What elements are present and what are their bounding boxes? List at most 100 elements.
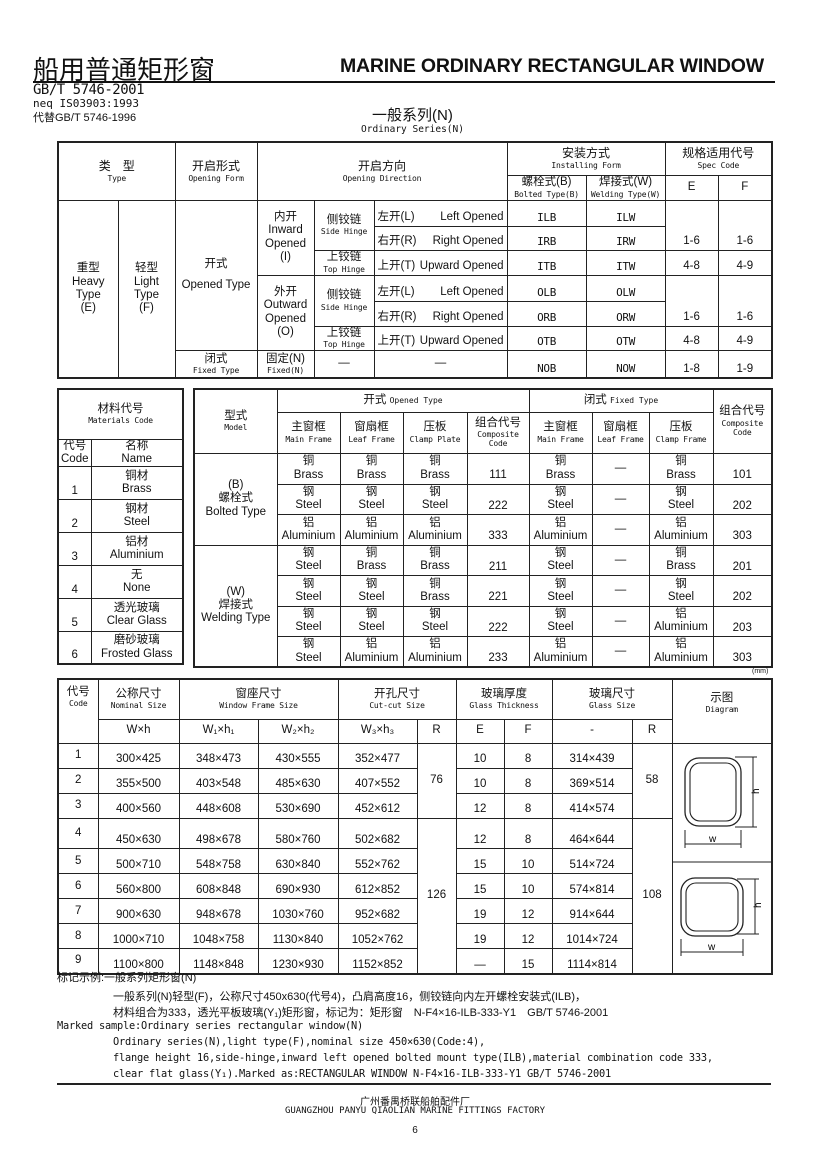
thickness-f: 8 (503, 817, 553, 850)
label-en: None (123, 581, 151, 594)
label-en: Steel (123, 515, 150, 528)
subheader: R (631, 718, 673, 744)
spec-e: 1-8 (664, 349, 719, 379)
material-cell: 钢 Steel (339, 575, 404, 607)
label-en: Brass (420, 560, 450, 573)
label-cn: 铜 (675, 455, 687, 468)
thickness-f: 10 (503, 873, 553, 900)
size-row: 4 450×630 498×678 580×760 502×682 126 12 8 464×6… (57, 817, 772, 975)
size-row: 3 400×560 448×608 530×690 452×612 12 8 414×574 (57, 792, 772, 819)
outward-opened: 外开 Outward Opened (O) (256, 274, 315, 351)
fixed-n: 固定(N) Fixed(N) (256, 349, 315, 379)
label-en: Aluminium (654, 529, 708, 542)
material-cell: 铝 Aluminium (528, 514, 593, 546)
col-opened: 开式 Opened Type (276, 388, 530, 413)
glass-r: 108 (631, 817, 673, 975)
label-cn: 铝 (554, 638, 567, 651)
label-en: Brass (293, 468, 324, 481)
thickness-e: 12 (455, 817, 505, 850)
material-cell: 铝 Aluminium (402, 636, 468, 668)
glass-size: 1014×724 (551, 923, 633, 950)
bolted-code: IRB (506, 225, 587, 251)
label-cn: 透光玻璃 (113, 601, 160, 614)
label-cn: 铜 (554, 455, 567, 468)
composite-code: 233 (466, 636, 530, 668)
label-en: Main Frame (285, 434, 332, 444)
label-en: Steel (295, 499, 322, 512)
label-cn: 铜 (429, 577, 441, 590)
size-f1: 608×848 (178, 873, 259, 900)
label-cn: 铝 (429, 638, 441, 651)
label-cn: 钢 (554, 486, 567, 499)
code: 6 (57, 873, 99, 900)
col-opened-1: 窗扇框 Leaf Frame (339, 411, 404, 454)
code: 7 (57, 898, 99, 925)
top-hinge: 上铰链 Top Hinge (313, 249, 375, 276)
material-cell: 铝 Aluminium (528, 636, 593, 668)
col-opened-0: 主窗框 Main Frame (276, 411, 341, 454)
dash: — (313, 349, 375, 379)
subheader: W₁×h₁ (178, 718, 259, 744)
size-f2: 530×690 (257, 792, 339, 819)
unit-label: (mm) (752, 668, 769, 675)
spec-e: 4-8 (664, 249, 719, 276)
model-label: Welding Type (201, 612, 271, 625)
material-cell: 铜 Brass (402, 452, 468, 485)
col-welding: 焊接式(W) Welding Type(W) (585, 174, 666, 201)
label-en: Steel (547, 590, 574, 603)
label-en: Steel (358, 621, 385, 634)
size-row: 8 1000×710 1048×758 1130×840 1052×762 19 12 101… (57, 923, 772, 950)
col-model: 型式 Model (193, 388, 278, 454)
dash: — (591, 575, 650, 607)
label-cn: 铝 (675, 516, 687, 529)
label-en: Aluminium (344, 651, 399, 664)
label-cn: 钢材 (125, 502, 149, 515)
materials-table: 材料代号 Materials Code 代号 Code 名称 Name 1 铜材 Bras… (57, 388, 185, 666)
col-thickness: 玻璃厚度 Glass Thickness (455, 678, 553, 720)
model-label: (W) (226, 585, 245, 598)
model-label: 螺栓式 (218, 492, 254, 505)
col-code: 代号 Code (57, 678, 99, 744)
size-f1: 1048×758 (178, 923, 259, 950)
material-cell: 钢 Steel (528, 605, 593, 637)
label-en: Steel (421, 621, 449, 634)
direction-cell: 上开(T) Upward Opened (373, 249, 508, 276)
col-nominal: 公称尺寸 Nominal Size (97, 678, 180, 720)
label-cn: 窗扇框 (603, 421, 638, 434)
label-en: Brass (356, 560, 387, 573)
col-fixed: 闭式 Fixed Type (528, 388, 714, 413)
sample-title-cn: 标记示例:一般系列矩形窗(N) (57, 972, 197, 984)
composition-row: 钢 Steel 铝 Aluminium 铝 Aluminium 233 铝 Aluminium —… (194, 636, 773, 668)
col-glass: 玻璃尺寸 Glass Size (551, 678, 673, 720)
code: 8 (57, 923, 99, 950)
col-opened-2: 压板 Clamp Plate (402, 411, 468, 454)
composite-code: 333 (466, 514, 530, 546)
material-cell: 铜 Brass (402, 544, 468, 576)
label-cn: 钢 (675, 577, 687, 590)
inward-opened: 内开 Inward Opened (I) (256, 199, 315, 276)
dash: — (591, 605, 650, 637)
bolted-code: OLB (506, 274, 587, 302)
thickness-e: 10 (455, 742, 505, 769)
size-nom: 500×710 (97, 848, 180, 875)
code: 4 (57, 817, 99, 850)
neq-standard: neq IS03903:1993 (33, 97, 139, 110)
material-code: 4 (57, 564, 92, 599)
diagram-landscape (679, 876, 759, 956)
material-cell: 铜 Brass (648, 544, 714, 576)
composition-table: 型式 Model 开式 Opened Type 闭式 Fixed Type 组合代… (193, 388, 773, 668)
composite-code: 303 (712, 636, 773, 668)
size-cut: 952×682 (337, 898, 418, 925)
subheader: R (416, 718, 457, 744)
label-en: Brass (545, 468, 576, 481)
label-en: Aluminium (408, 529, 462, 542)
code: 5 (57, 848, 99, 875)
sample-line-en-3: clear flat glass(Y₁).Marked as:RECTANGUL… (113, 1068, 611, 1080)
side-hinge: 侧铰链 Side Hinge (313, 274, 375, 327)
label-en: Aluminium (654, 621, 708, 634)
label-cn: 钢 (365, 486, 378, 499)
welding-code: OTW (585, 325, 666, 351)
composite-code: 303 (712, 514, 773, 546)
bolted-code: ILB (506, 199, 587, 227)
direction-cell: 右开(R) Right Opened (373, 300, 508, 327)
